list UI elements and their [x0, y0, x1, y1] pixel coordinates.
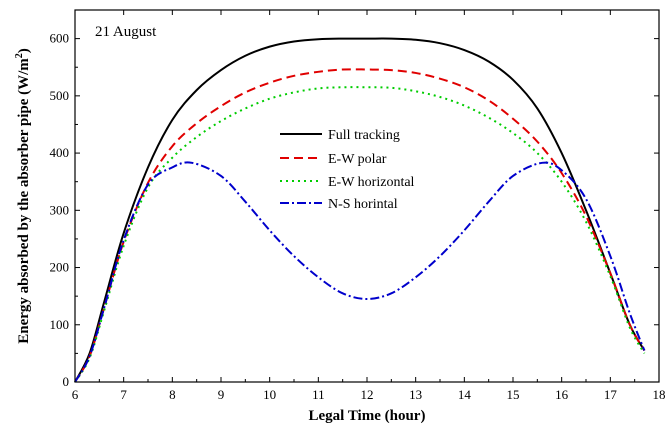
legend: Full tracking E-W polar E-W horizontal N…: [280, 128, 415, 212]
x-tick-label: 6: [72, 387, 79, 402]
legend-label-ew-polar: E-W polar: [328, 152, 387, 167]
x-tick-label: 9: [218, 387, 225, 402]
y-tick-label: 0: [63, 374, 70, 389]
tick-layer: 6 7 8 9 10 11 12 13 14 15 16 17 18 0 100 200 300 400 500 60…: [50, 10, 666, 402]
series-line-3: [74, 161, 646, 383]
x-tick-label: 18: [653, 387, 666, 402]
y-tick-label: 400: [50, 145, 70, 160]
x-tick-label: 12: [361, 387, 374, 402]
legend-label-ew-horizontal: E-W horizontal: [328, 175, 415, 190]
x-tick-label: 11: [312, 387, 325, 402]
y-tick-label: 100: [50, 317, 70, 332]
y-tick-label: 300: [50, 202, 70, 217]
x-tick-label: 13: [409, 387, 422, 402]
x-tick-label: 10: [263, 387, 276, 402]
legend-label-full-tracking: Full tracking: [328, 128, 400, 143]
y-tick-label: 600: [50, 31, 70, 46]
y-tick-label: 500: [50, 88, 70, 103]
series-line-1: [74, 68, 646, 383]
y-axis-title: Energy absorbed by the absorber pipe (W/…: [14, 48, 32, 344]
x-tick-label: 14: [458, 387, 472, 402]
x-tick-label: 17: [604, 387, 618, 402]
x-tick-label: 8: [169, 387, 176, 402]
x-tick-label: 16: [555, 387, 569, 402]
legend-label-ns-horintal: N-S horintal: [328, 197, 398, 212]
y-axis-title-main: Energy absorbed by the absorber pipe (W/…: [16, 58, 32, 344]
series-layer: [74, 37, 646, 383]
x-tick-label: 7: [120, 387, 127, 402]
annotation-date: 21 August: [95, 24, 157, 40]
y-axis-title-sup: 2: [14, 53, 25, 58]
y-axis-title-close: ): [16, 48, 32, 53]
series-line-0: [74, 37, 646, 383]
y-tick-label: 200: [50, 260, 70, 275]
x-axis-title: Legal Time (hour): [309, 408, 426, 424]
x-tick-label: 15: [507, 387, 520, 402]
